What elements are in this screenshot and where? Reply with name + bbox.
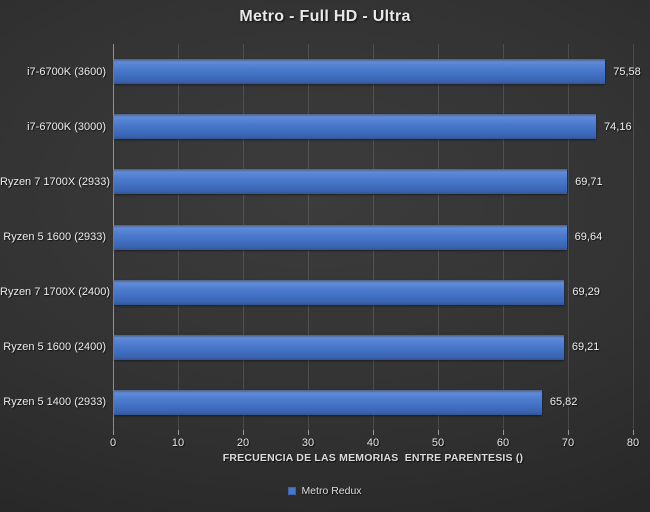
gridline bbox=[633, 44, 634, 430]
x-tick-label: 70 bbox=[561, 437, 575, 449]
x-tick-mark bbox=[438, 430, 439, 435]
x-tick-mark bbox=[373, 430, 374, 435]
bar-value-label: 75,58 bbox=[613, 65, 641, 78]
legend: Metro Redux bbox=[0, 485, 650, 497]
x-tick-label: 60 bbox=[496, 437, 510, 449]
x-tick-label: 40 bbox=[366, 437, 380, 449]
x-tick-label: 10 bbox=[171, 437, 185, 449]
bar bbox=[114, 279, 565, 305]
legend-swatch-icon bbox=[288, 487, 297, 495]
x-tick-label: 30 bbox=[301, 437, 315, 449]
category-label: Ryzen 5 1600 (2933) bbox=[3, 231, 106, 243]
x-tick-label: 80 bbox=[626, 437, 640, 449]
bar bbox=[114, 114, 597, 140]
x-tick-mark bbox=[568, 430, 569, 435]
bar-value-label: 69,64 bbox=[574, 231, 603, 243]
bar bbox=[114, 169, 568, 195]
x-axis-title: FRECUENCIA DE LAS MEMORIAS ENTRE PARENTE… bbox=[222, 452, 524, 464]
bar bbox=[114, 389, 542, 415]
category-label: i7-6700K (3000) bbox=[27, 120, 106, 133]
gridline bbox=[568, 44, 569, 430]
x-tick-label: 0 bbox=[109, 437, 117, 449]
category-label: Ryzen 7 1700X (2933) bbox=[0, 175, 111, 188]
bar-value-label: 69,71 bbox=[575, 175, 603, 188]
category-label: Ryzen 5 1400 (2933) bbox=[3, 396, 106, 409]
bar bbox=[114, 224, 567, 250]
x-axis-line bbox=[113, 44, 114, 430]
x-tick-mark bbox=[633, 430, 634, 435]
x-tick-label: 20 bbox=[236, 437, 250, 449]
bar-value-label: 74,16 bbox=[604, 120, 632, 133]
bar-value-label: 65,82 bbox=[549, 396, 578, 409]
category-label: Ryzen 5 1600 (2400) bbox=[3, 341, 106, 354]
chart-title: Metro - Full HD - Ultra bbox=[239, 8, 411, 25]
bar-value-label: 69,29 bbox=[572, 286, 600, 299]
legend-label: Metro Redux bbox=[301, 485, 362, 497]
bar-value-label: 69,21 bbox=[571, 341, 600, 354]
category-label: i7-6700K (3600) bbox=[27, 65, 106, 78]
x-tick-label: 50 bbox=[431, 437, 445, 449]
x-tick-mark bbox=[503, 430, 504, 435]
x-tick-mark bbox=[178, 430, 179, 435]
x-tick-mark bbox=[113, 430, 114, 435]
bar bbox=[114, 59, 606, 85]
x-tick-mark bbox=[243, 430, 244, 435]
bar bbox=[114, 334, 564, 360]
category-label: Ryzen 7 1700X (2400) bbox=[0, 286, 111, 299]
x-tick-mark bbox=[308, 430, 309, 435]
